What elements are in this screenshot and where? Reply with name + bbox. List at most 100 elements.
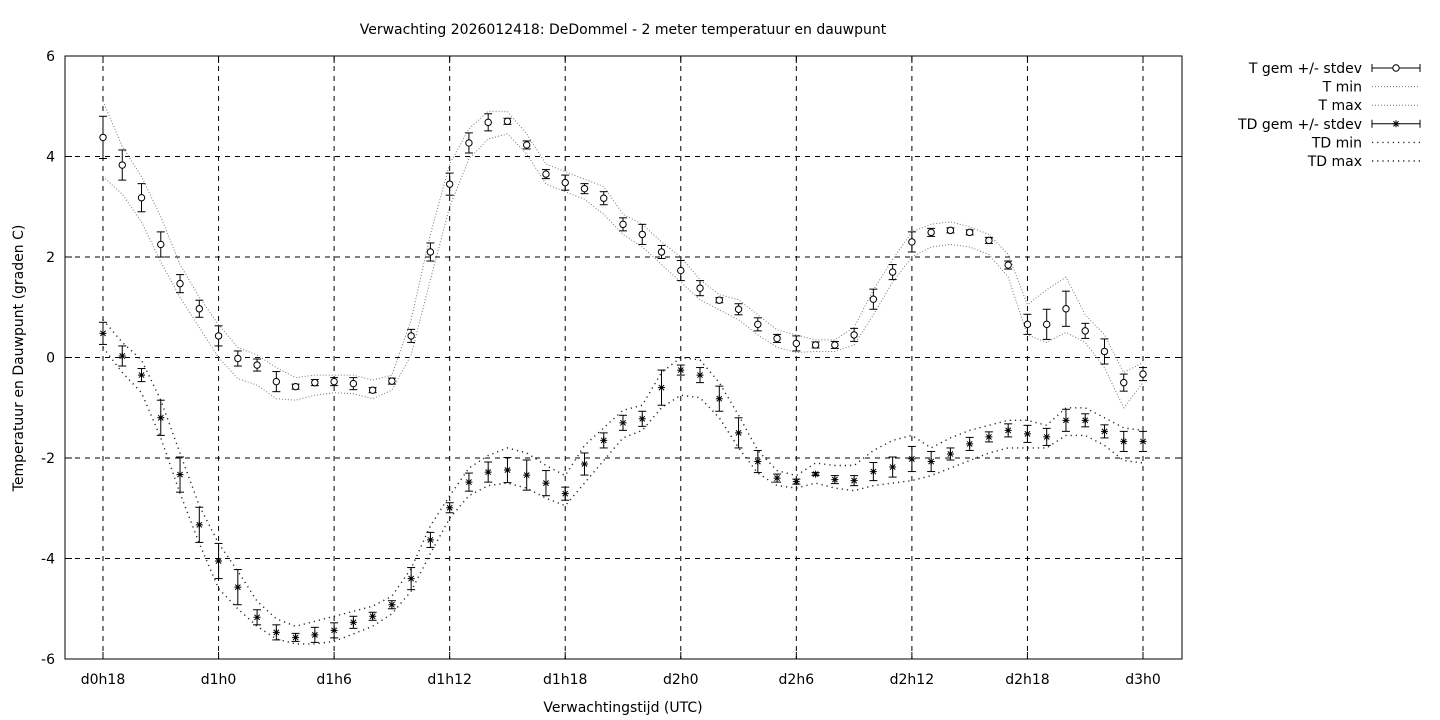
data-point [811,341,820,349]
data-point [831,476,839,484]
data-point [369,612,377,620]
data-point [908,455,916,463]
data-point [484,118,492,127]
data-point [561,178,569,187]
series-points-group [99,113,1147,394]
data-point [523,471,531,479]
data-point [465,478,473,486]
data-point [677,366,685,374]
data-point [869,295,878,303]
y-tick-label: 0 [46,351,55,367]
legend-label: TD min [1311,135,1362,151]
data-point [118,352,126,360]
data-point [580,184,589,193]
data-point [388,601,396,609]
data-point [465,139,473,147]
data-point [292,633,300,641]
legend-label: T gem +/- stdev [1248,61,1362,77]
data-point [99,133,107,142]
data-point [580,460,588,468]
data-point [523,141,531,149]
data-point [138,371,146,379]
data-point [330,377,338,386]
y-tick-label: -2 [41,451,55,467]
data-point [368,386,377,394]
legend: T gem +/- stdev T min T max TD gem +/- stde… [1237,61,1421,170]
data-point [311,378,319,387]
data-point [658,384,666,392]
data-point [542,170,550,178]
grid-lines [65,56,1182,659]
data-point [1100,347,1109,356]
data-point [946,450,954,458]
data-point [215,557,223,565]
y-axis-label: Temperatuur en Dauwpunt (graden C) [11,225,27,493]
legend-label: TD gem +/- stdev [1237,117,1362,133]
data-point [908,238,916,246]
x-tick-label: d1h0 [201,672,237,688]
data-point [734,305,743,313]
legend-label: T min [1322,80,1362,96]
data-point [157,240,165,249]
x-tick-label: d1h12 [427,672,471,688]
data-point [696,284,704,292]
data-point [234,354,242,363]
data-point [426,536,434,544]
data-point [426,248,435,256]
data-point [754,320,762,329]
data-point [1139,370,1147,378]
y-tick-label: -4 [41,552,55,568]
data-point [985,433,993,441]
data-point [253,613,261,621]
data-point [619,419,627,427]
data-point [330,626,338,634]
data-point [446,504,454,512]
data-point [195,521,203,529]
data-point [1043,320,1051,329]
plot-series [99,101,1147,645]
data-point [1081,416,1089,424]
data-point [792,478,800,486]
data-point [561,490,569,498]
data-point [542,479,550,487]
data-point [176,279,184,288]
data-point [99,329,107,337]
y-tick-label: 6 [46,49,55,65]
data-point [407,332,415,340]
data-point [773,334,781,343]
data-point [677,266,685,275]
x-tick-label: d2h0 [663,672,699,688]
data-point [715,395,723,403]
data-point [388,377,396,385]
series-points-group [99,321,1147,643]
data-point [407,575,415,583]
data-point [1023,430,1031,438]
data-point [850,331,858,339]
plot-frame [64,55,1183,660]
data-point [773,474,781,482]
data-point [792,339,801,348]
y-tick-label: 4 [46,150,55,166]
data-point [888,268,897,276]
data-point [157,414,165,422]
data-point [696,371,704,379]
series-line [102,133,1144,409]
data-point [1023,320,1032,329]
legend-label: TD max [1307,154,1362,170]
data-point [176,471,184,479]
data-point [600,436,608,444]
data-point [349,618,357,626]
data-point [214,332,223,340]
data-point [619,220,627,229]
data-point [831,341,839,349]
data-point [272,377,281,386]
axis-ticks: d0h18 d1h0 d1h6 d1h12 d1h18 d2h0 d2h6 d2h12 d2h1… [41,49,1182,688]
data-point [349,379,358,388]
data-point [638,230,646,239]
data-point [311,631,319,639]
data-point [1043,433,1051,441]
data-point [1120,437,1128,445]
data-point [850,477,858,485]
y-tick-label: 2 [46,250,55,266]
data-point [137,194,146,202]
